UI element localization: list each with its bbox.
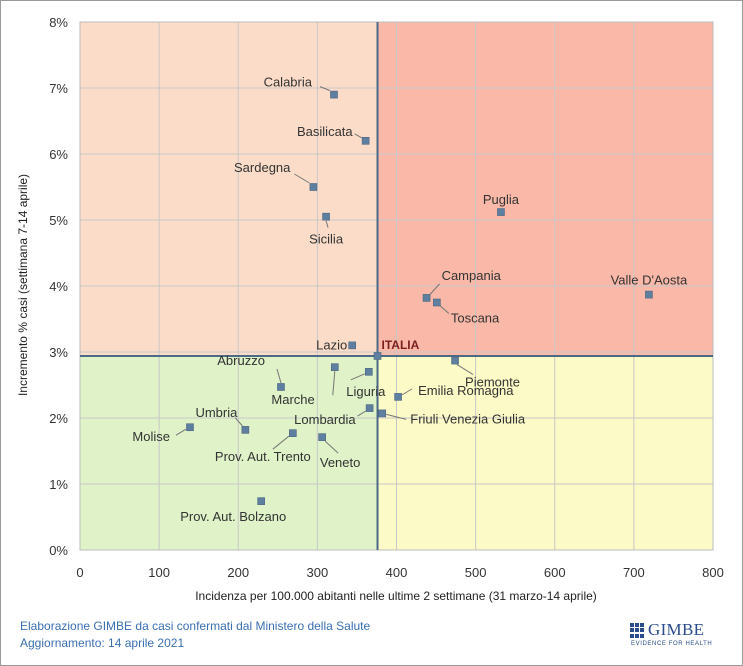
marker-italia bbox=[373, 352, 382, 360]
leader-line-lombardia bbox=[357, 410, 366, 417]
marker-lazio bbox=[348, 341, 356, 350]
marker-prov-aut-bolzano bbox=[257, 497, 265, 505]
plot-border bbox=[79, 21, 714, 551]
gimbe-logo-mark-icon bbox=[630, 623, 645, 638]
label-valle-d-aosta: Valle D'Aosta bbox=[611, 273, 688, 288]
marker-umbria bbox=[241, 426, 250, 434]
y-tick-label: 7% bbox=[49, 81, 68, 96]
y-axis-title: Incremento % casi (settimana 7-14 aprile… bbox=[16, 174, 30, 396]
leader-line-friuli-venezia-giulia bbox=[386, 413, 407, 420]
marker-basilicata bbox=[361, 137, 370, 145]
y-tick-label: 0% bbox=[49, 543, 68, 558]
leader-line-toscana bbox=[439, 305, 450, 314]
marker-puglia bbox=[497, 208, 505, 216]
label-liguria: Liguria bbox=[346, 384, 386, 399]
marker-sardegna bbox=[309, 183, 318, 191]
quadrant-top-left bbox=[80, 22, 378, 356]
label-umbria: Umbria bbox=[195, 405, 238, 420]
marker-sicilia bbox=[322, 212, 330, 221]
leader-line-molise bbox=[175, 428, 187, 436]
label-emilia-romagna: Emilia Romagna bbox=[418, 383, 514, 398]
footer-source: Elaborazione GIMBE da casi confermati da… bbox=[20, 619, 371, 633]
x-axis-title: Incidenza per 100.000 abitanti nelle ult… bbox=[195, 589, 597, 603]
marker-friuli-venezia-giulia bbox=[378, 409, 387, 418]
leader-line-calabria bbox=[319, 86, 331, 92]
logo-name: GIMBE bbox=[648, 620, 705, 639]
leader-line-sardegna bbox=[294, 173, 310, 184]
marker-emilia-romagna bbox=[394, 393, 402, 401]
label-friuli-venezia-giulia: Friuli Venezia Giulia bbox=[410, 411, 526, 426]
y-tick-label: 1% bbox=[49, 477, 68, 492]
footer: Elaborazione GIMBE da casi confermati da… bbox=[20, 618, 370, 652]
label-lombardia: Lombardia bbox=[294, 412, 356, 427]
label-veneto: Veneto bbox=[320, 455, 361, 470]
label-marche: Marche bbox=[271, 392, 314, 407]
marker-prov-aut-trento bbox=[289, 429, 297, 437]
marker-veneto bbox=[318, 433, 326, 441]
leader-line-marche bbox=[332, 371, 336, 396]
label-molise: Molise bbox=[132, 429, 170, 444]
x-tick-label: 300 bbox=[307, 565, 329, 580]
x-tick-label: 200 bbox=[227, 565, 249, 580]
marker-calabria bbox=[330, 90, 338, 99]
x-tick-label: 0 bbox=[76, 565, 83, 580]
y-tick-label: 3% bbox=[49, 345, 68, 360]
label-toscana: Toscana bbox=[451, 311, 500, 326]
label-piemonte: Piemonte bbox=[465, 375, 520, 390]
leader-line-basilicata bbox=[354, 133, 362, 139]
marker-marche bbox=[330, 363, 339, 371]
leader-line-umbria bbox=[234, 417, 243, 427]
quadrant-bottom-left bbox=[80, 355, 378, 550]
label-abruzzo: Abruzzo bbox=[217, 353, 265, 368]
marker-liguria bbox=[365, 367, 373, 376]
marker-lombardia bbox=[365, 404, 374, 412]
x-tick-label: 500 bbox=[465, 565, 487, 580]
leader-line-campania bbox=[429, 283, 440, 296]
label-prov-aut-trento: Prov. Aut. Trento bbox=[215, 449, 311, 464]
x-tick-label: 800 bbox=[702, 565, 724, 580]
quadrant-top-right bbox=[377, 22, 713, 356]
marker-molise bbox=[186, 423, 194, 432]
marker-abruzzo bbox=[277, 383, 285, 391]
leader-line-abruzzo bbox=[276, 368, 282, 384]
logo-tagline: EVIDENCE FOR HEALTH bbox=[631, 641, 713, 647]
label-prov-aut-bolzano: Prov. Aut. Bolzano bbox=[180, 509, 286, 524]
y-tick-label: 5% bbox=[49, 213, 68, 228]
leader-line-piemonte bbox=[456, 364, 474, 376]
marker-toscana bbox=[433, 298, 441, 307]
label-italia: ITALIA bbox=[382, 338, 420, 352]
leader-line-sicilia bbox=[325, 220, 329, 228]
quadrant-bottom-right bbox=[377, 355, 713, 550]
leader-line-liguria bbox=[350, 373, 366, 381]
marker-campania bbox=[422, 294, 431, 302]
marker-piemonte bbox=[451, 356, 459, 365]
x-tick-label: 400 bbox=[386, 565, 408, 580]
leader-line-emilia-romagna bbox=[401, 388, 413, 396]
y-tick-label: 2% bbox=[49, 411, 68, 426]
label-calabria: Calabria bbox=[264, 75, 313, 90]
leader-line-prov-aut-trento bbox=[272, 435, 290, 450]
label-lazio: Lazio bbox=[316, 337, 347, 352]
gimbe-logo: GIMBE EVIDENCE FOR HEALTH bbox=[630, 620, 714, 652]
y-tick-label: 4% bbox=[49, 279, 68, 294]
label-sardegna: Sardegna bbox=[234, 160, 291, 175]
label-campania: Campania bbox=[442, 268, 502, 283]
leader-line-veneto bbox=[324, 440, 339, 454]
label-basilicata: Basilicata bbox=[297, 124, 353, 139]
x-tick-label: 100 bbox=[148, 565, 170, 580]
x-tick-label: 700 bbox=[623, 565, 645, 580]
label-puglia: Puglia bbox=[483, 192, 520, 207]
label-sicilia: Sicilia bbox=[309, 232, 344, 247]
y-tick-label: 6% bbox=[49, 147, 68, 162]
x-tick-label: 600 bbox=[544, 565, 566, 580]
y-tick-label: 8% bbox=[49, 15, 68, 30]
footer-update: Aggiornamento: 14 aprile 2021 bbox=[20, 636, 185, 650]
marker-valle-d-aosta bbox=[645, 290, 653, 299]
